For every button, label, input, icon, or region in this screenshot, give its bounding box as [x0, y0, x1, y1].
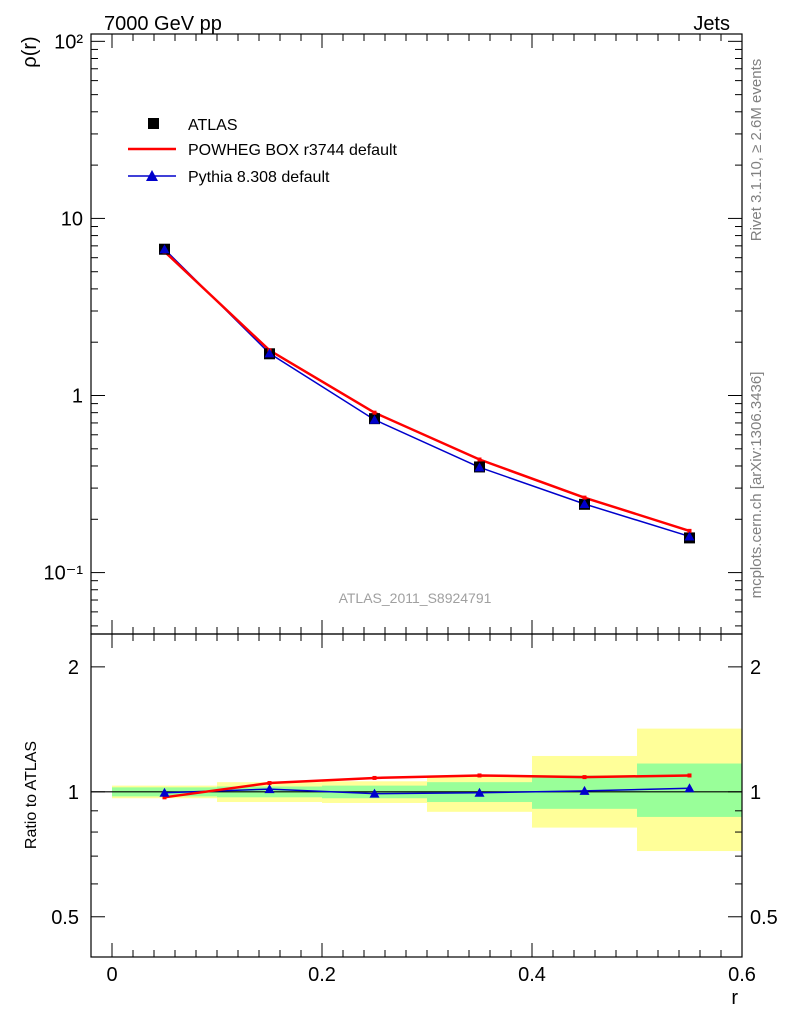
data-point-powheg — [687, 528, 692, 533]
ratio-y-tick-label-right: 1 — [750, 782, 761, 804]
main-plot — [159, 243, 695, 544]
main-y-tick-label: 10² — [54, 31, 83, 53]
ratio-point-powheg — [582, 775, 587, 780]
legend-atlas-marker — [148, 118, 159, 129]
header-left-label: 7000 GeV pp — [104, 13, 222, 35]
ratio-y-tick-label-right: 0.5 — [750, 907, 778, 929]
data-point-pythia — [264, 348, 275, 358]
x-tick-label: 0 — [106, 964, 117, 986]
ratio-line-pythia — [164, 787, 690, 795]
data-point-pythia — [579, 498, 590, 508]
legend-pythia-label: Pythia 8.308 default — [188, 169, 330, 186]
ratio-point-pythia — [579, 785, 590, 795]
legend-powheg-label: POWHEG BOX r3744 default — [188, 142, 398, 159]
ratio-y-tick-label-left: 1 — [68, 782, 79, 804]
rivet-side-label: Rivet 3.1.10, ≥ 2.6M events — [748, 59, 765, 242]
legend-atlas-label: ATLAS — [188, 117, 238, 134]
series-line-powheg — [163, 250, 690, 533]
analysis-watermark: ATLAS_2011_S8924791 — [339, 590, 492, 606]
ratio-plot — [159, 773, 695, 800]
data-point-powheg — [477, 457, 482, 462]
main-y-tick-label: 10⁻¹ — [44, 563, 84, 585]
ratio-point-powheg — [687, 773, 692, 778]
ratio-point-powheg — [267, 781, 272, 786]
legend-pythia-marker — [146, 170, 158, 181]
source-side-label: mcplots.cern.ch [arXiv:1306.3436] — [748, 372, 765, 599]
data-point-pythia — [159, 244, 170, 254]
legend: ATLAS POWHEG BOX r3744 default Pythia 8.… — [128, 117, 398, 186]
ratio-y-tick-label-right: 2 — [750, 657, 761, 679]
data-point-pythia — [369, 414, 380, 424]
axes: 10⁻¹ 1 10 10² 0 0.2 0.4 0.6 0.5 0.5 1 1 2 2 — [44, 31, 778, 986]
ratio-y-tick-label-left: 0.5 — [51, 907, 79, 929]
x-tick-label: 0.4 — [518, 964, 546, 986]
ratio-point-pythia — [474, 787, 485, 797]
ratio-frame — [90, 633, 743, 958]
main-y-tick-label: 10 — [61, 208, 83, 230]
ratio-point-powheg — [162, 795, 167, 800]
ratio-y-axis-label: Ratio to ATLAS — [23, 741, 40, 849]
ratio-y-tick-label-left: 2 — [68, 657, 79, 679]
x-axis-label: r — [731, 987, 738, 1009]
data-point-pythia — [684, 531, 695, 541]
x-tick-label: 0.2 — [308, 964, 336, 986]
ratio-point-powheg — [477, 773, 482, 778]
ratio-point-pythia — [369, 788, 380, 798]
data-point-powheg — [582, 495, 587, 500]
header-right-label: Jets — [693, 13, 730, 35]
data-point-pythia — [474, 462, 485, 472]
ratio-line-powheg — [164, 774, 690, 799]
ratio-point-pythia — [264, 784, 275, 794]
x-tick-label: 0.6 — [728, 964, 756, 986]
main-y-tick-label: 1 — [72, 386, 83, 408]
ratio-point-powheg — [372, 775, 377, 780]
series-line-pythia — [163, 248, 690, 538]
data-point-powheg — [372, 410, 377, 415]
main-y-axis-label: ρ(r) — [19, 36, 41, 67]
ratio-point-pythia — [684, 783, 695, 793]
ratio-point-pythia — [159, 787, 170, 797]
